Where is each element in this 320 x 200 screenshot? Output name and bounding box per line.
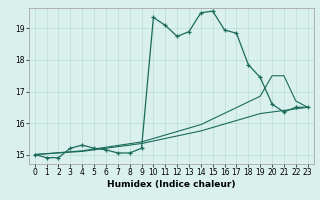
X-axis label: Humidex (Indice chaleur): Humidex (Indice chaleur) [107,180,236,189]
